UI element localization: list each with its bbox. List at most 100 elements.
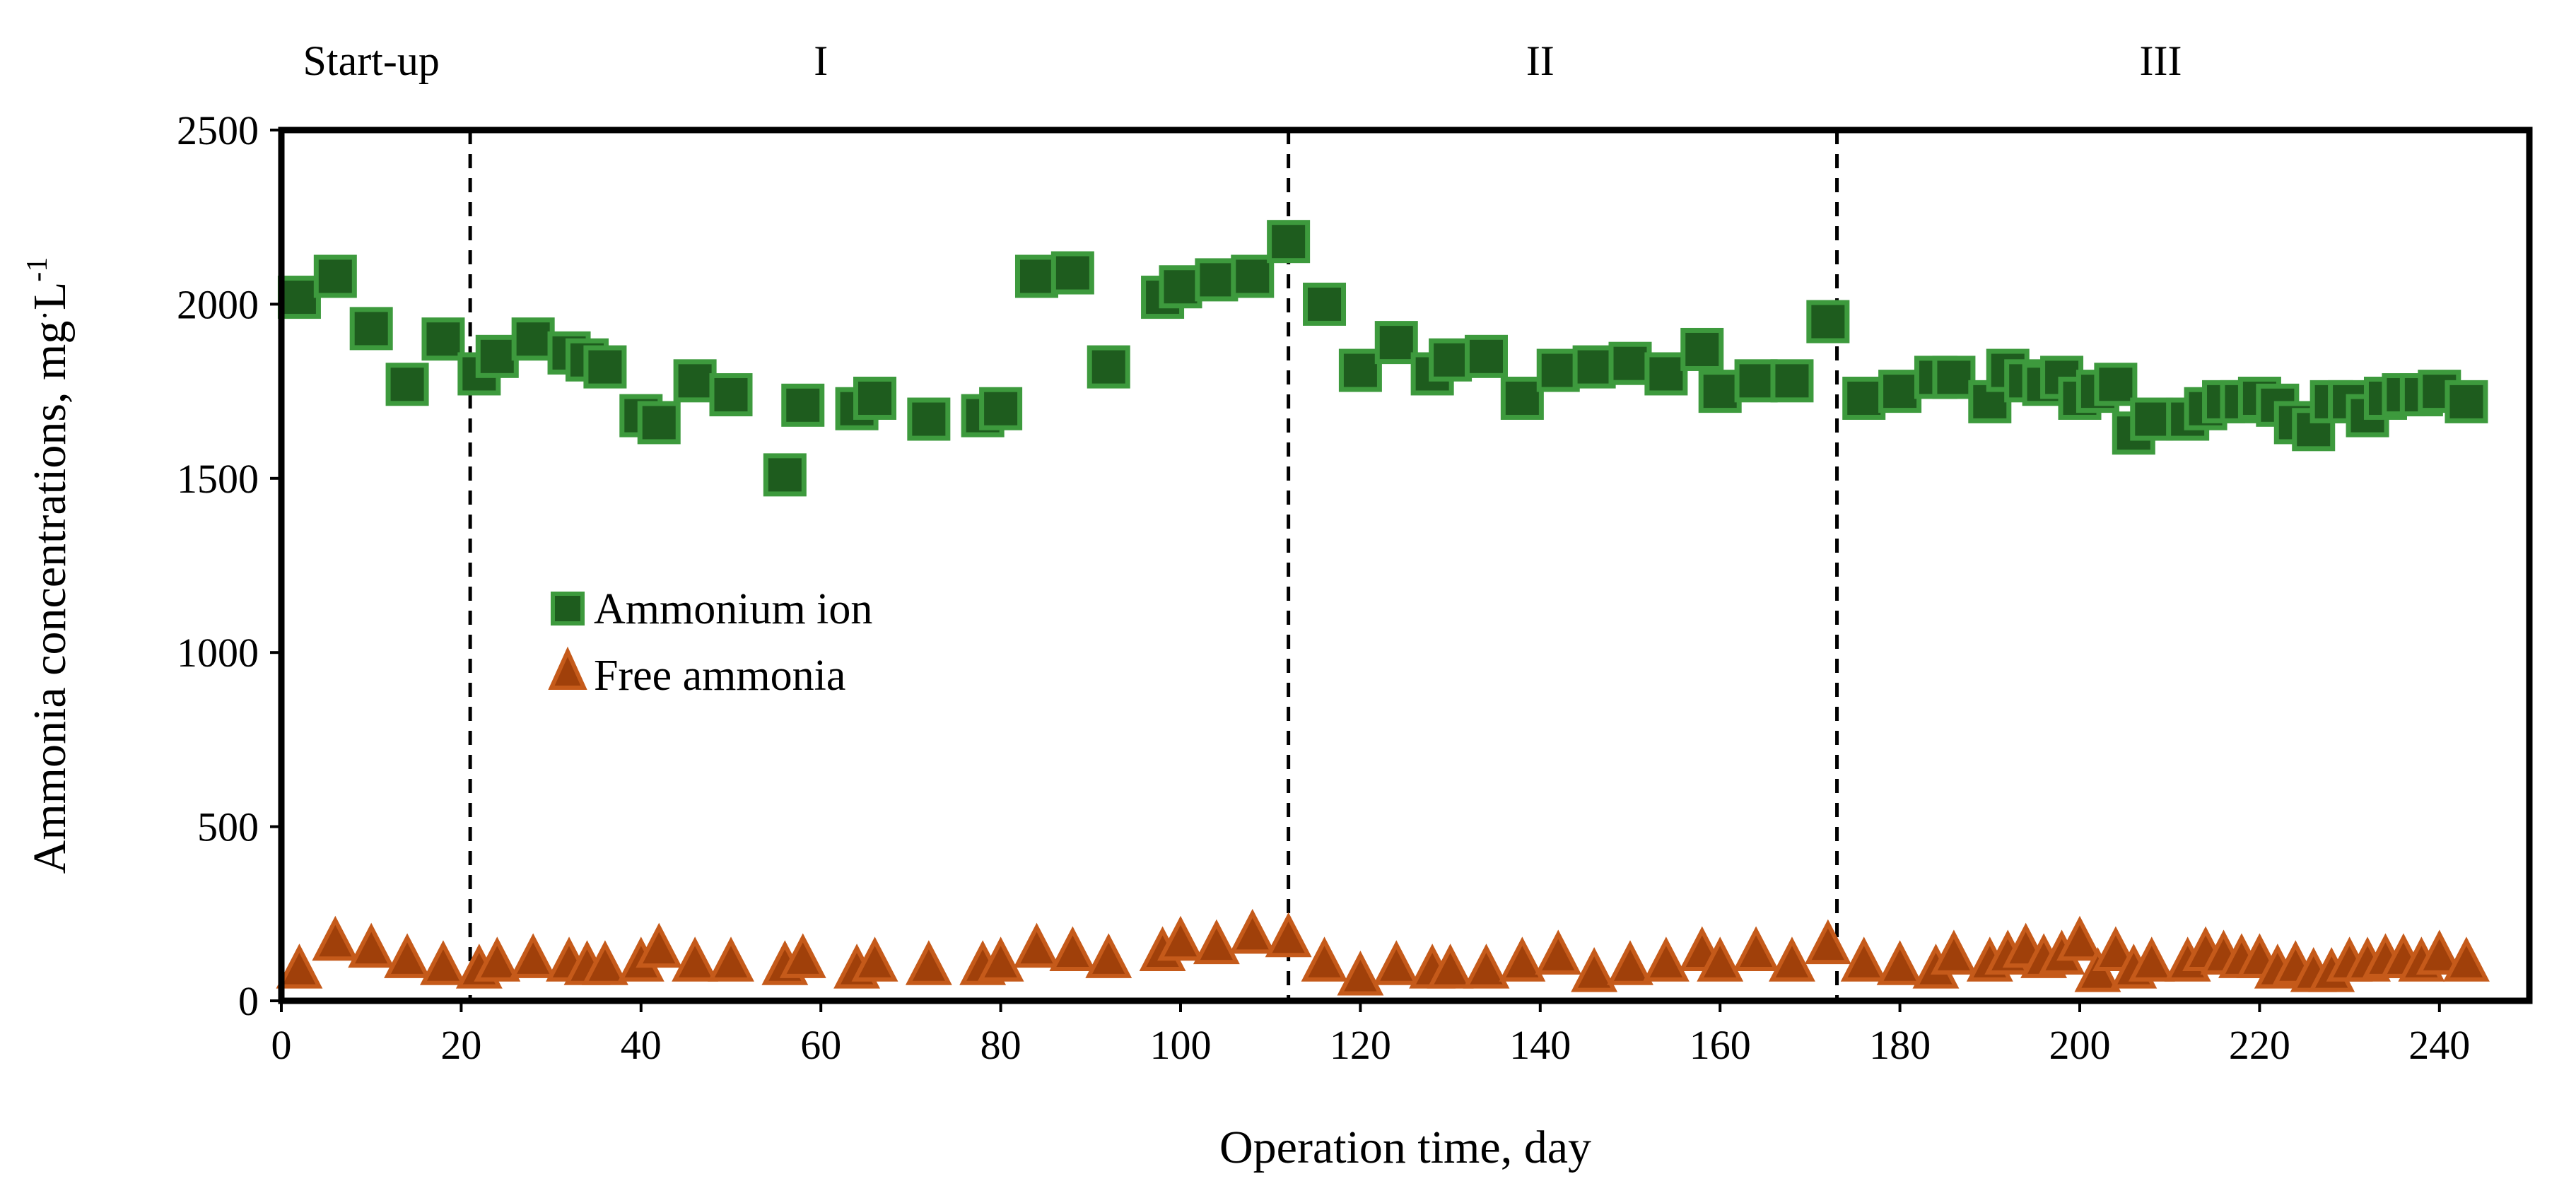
y-axis-title-unit: L: [24, 282, 76, 310]
ammonium-ion-point: [1338, 348, 1382, 392]
free-ammonia-point: [1769, 936, 1815, 982]
y-axis-title-exponent: -1: [21, 257, 54, 282]
free-ammonia-point: [1607, 940, 1653, 985]
x-axis-title: Operation time, day: [1219, 1122, 1591, 1173]
free-ammonia-point: [905, 940, 952, 985]
free-ammonia-point: [1930, 929, 1977, 975]
ammonium-ion-point: [1842, 376, 1886, 420]
x-tick-label: 180: [1869, 1022, 1931, 1068]
x-tick-label: 140: [1509, 1022, 1571, 1068]
free-ammonia-point: [1013, 922, 1060, 968]
free-ammonia-point: [1049, 926, 1096, 972]
ammonium-ion-point: [1500, 376, 1544, 420]
ammonium-ion-point: [1806, 300, 1850, 343]
free-ammonia-point: [1499, 936, 1546, 982]
ammonium-ion-point: [1087, 345, 1130, 389]
free-ammonia-point: [474, 936, 521, 982]
ammonium-ion-point: [1878, 370, 1922, 413]
phase-label-1: Start-up: [303, 37, 440, 84]
phase-labels: Start-up I II III: [303, 37, 2182, 84]
ammonium-ion-point: [781, 383, 825, 427]
legend-marker-ammonium-ion: [551, 592, 585, 626]
x-tick-label: 200: [2049, 1022, 2111, 1068]
ammonium-ion-point: [979, 387, 1023, 430]
ammonium-ion-point: [1734, 359, 1778, 403]
y-tick-label: 2500: [177, 107, 259, 153]
ammonium-ion-point: [1608, 341, 1652, 385]
x-tick-label: 20: [440, 1022, 481, 1068]
free-ammonia-point: [1157, 915, 1204, 961]
y-tick-label: 1500: [177, 456, 259, 502]
x-tick-label: 40: [621, 1022, 662, 1068]
free-ammonia-point: [1571, 947, 1618, 992]
x-tick-label: 80: [980, 1022, 1021, 1068]
x-tick-label: 0: [271, 1022, 292, 1068]
free-ammonia-point: [708, 936, 754, 982]
ammonium-ion-point: [2094, 363, 2138, 406]
phase-boundaries: [468, 130, 1839, 1001]
ammonium-ion-point: [1231, 254, 1275, 298]
y-axis-title: Ammonia concentrations, mg·L-1: [21, 257, 76, 874]
free-ammonia-point: [2128, 936, 2175, 982]
ammonium-ion-point: [1644, 352, 1688, 396]
free-ammonia-point: [348, 922, 395, 968]
free-ammonia-point: [2443, 936, 2490, 982]
ammonium-ion-point: [1536, 348, 1580, 392]
ammonium-ion-point: [1303, 282, 1347, 326]
ammonium-ion-point: [853, 376, 897, 420]
ammonium-ion-point: [349, 307, 393, 351]
ammonium-ion-point: [1267, 220, 1311, 264]
phase-label-3: II: [1526, 37, 1555, 84]
free-ammonia-point: [312, 915, 359, 961]
free-ammonia-point: [779, 933, 826, 978]
ammonium-ion-point: [385, 363, 429, 406]
free-ammonia-point: [1876, 940, 1924, 985]
free-ammonia-point: [1427, 944, 1474, 989]
x-tick-label: 240: [2408, 1022, 2470, 1068]
ammonium-ion-point: [2445, 380, 2488, 423]
free-ammonia-point: [1085, 933, 1132, 978]
free-ammonia-point: [1373, 940, 1420, 985]
free-ammonia-point: [276, 944, 323, 989]
legend: Ammonium ion Free ammonia: [548, 585, 872, 700]
ammonium-ion-point: [1159, 265, 1202, 309]
free-ammonia-point: [2056, 915, 2103, 961]
plot-frame: [278, 127, 2533, 1004]
free-ammonia-point: [1697, 936, 1744, 982]
data-series: [276, 220, 2490, 996]
ammonium-ion-point: [1932, 356, 1976, 399]
ammonium-ion-point: [1680, 327, 1724, 371]
ammonium-ion-point: [1572, 345, 1616, 389]
ammonium-ion-point: [907, 397, 951, 441]
ammonium-ion-point: [1374, 321, 1418, 365]
ammonium-ion-point: [1429, 338, 1473, 382]
phase-label-4: III: [2140, 37, 2182, 84]
axis-ticks: 0 20 40 60 80 100 120 140 160 180 200 220 240 0 500 100…: [177, 107, 2470, 1068]
y-axis-title-main: Ammonia concentrations, mg: [24, 321, 76, 874]
free-ammonia-point: [581, 940, 628, 985]
free-ammonia-point: [2416, 929, 2463, 975]
free-ammonia-point: [420, 940, 467, 985]
ammonium-ion-point: [583, 345, 627, 389]
y-tick-label: 1000: [177, 630, 259, 676]
x-tick-label: 220: [2229, 1022, 2290, 1068]
x-tick-label: 160: [1690, 1022, 1751, 1068]
free-ammonia-point: [851, 936, 898, 982]
ammonium-ion-point: [1014, 254, 1058, 298]
free-ammonia-point: [636, 922, 683, 968]
phase-label-2: I: [814, 37, 828, 84]
ammonium-ion-point: [673, 359, 717, 403]
free-ammonia-point: [1642, 936, 1690, 982]
ammonium-ion-point: [1464, 334, 1508, 378]
free-ammonia-point: [510, 933, 557, 978]
ammonium-ion-point: [1698, 370, 1742, 413]
legend-label-free-ammonia: Free ammonia: [594, 652, 845, 700]
x-tick-label: 100: [1150, 1022, 1212, 1068]
ammonium-ion-point: [277, 276, 321, 319]
series-ammonium-ion: [277, 220, 2488, 497]
free-ammonia-point: [1301, 936, 1348, 982]
ammonium-ion-point: [1050, 251, 1094, 295]
ammonium-ion-point: [709, 373, 753, 417]
free-ammonia-point: [1337, 950, 1384, 996]
